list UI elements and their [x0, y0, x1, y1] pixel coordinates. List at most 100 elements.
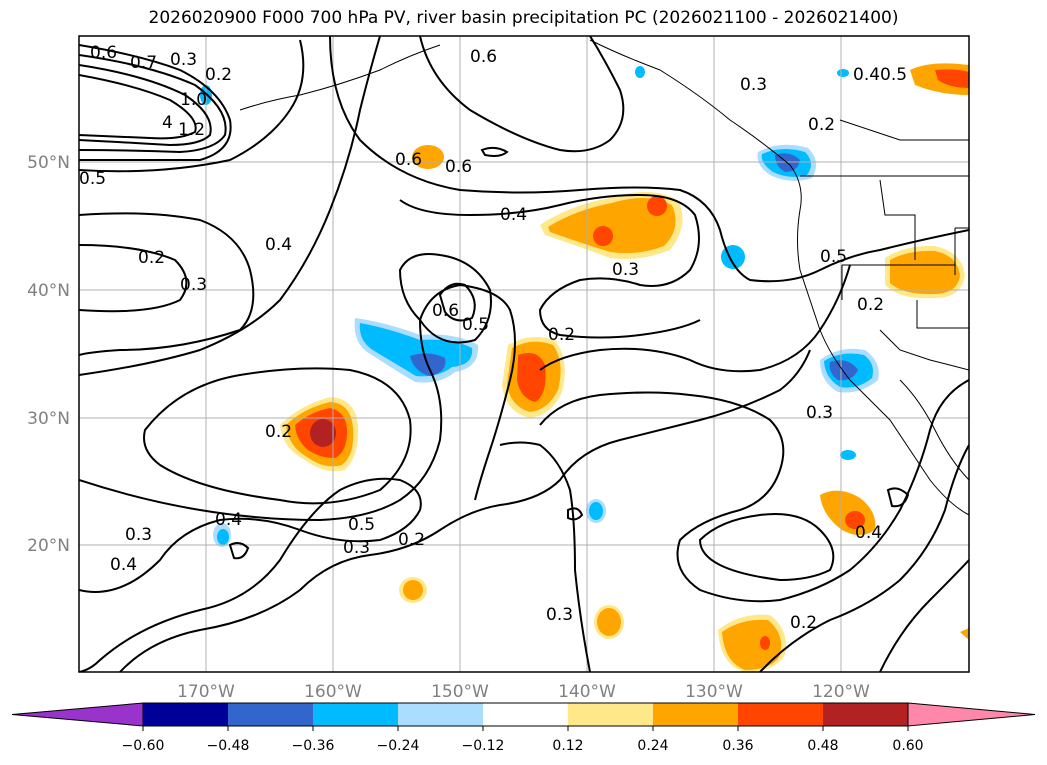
contour-label: 0.5 — [880, 65, 907, 85]
contour-label: 0.5 — [79, 169, 106, 189]
colorbar-segment — [823, 703, 908, 726]
contour-label: 0.3 — [180, 275, 207, 295]
fill-positive-5b — [890, 250, 960, 295]
colorbar — [11, 702, 1036, 731]
fill-negative-10 — [837, 69, 849, 77]
contour-label: 0.4 — [500, 205, 527, 225]
lon-label: 160°W — [304, 682, 362, 702]
fill-positive-4d — [310, 419, 336, 447]
colorbar-segment — [313, 703, 398, 726]
colorbar-segment — [653, 703, 738, 726]
colorbar-tick-label: 0.60 — [892, 738, 923, 754]
lon-axis: 170°W 160°W 150°W 140°W 130°W 120°W — [177, 682, 870, 702]
contour-label: 0.4 — [110, 555, 137, 575]
lon-label: 120°W — [812, 682, 870, 702]
lat-label: 30°N — [27, 409, 70, 429]
colorbar-tick-label: 0.36 — [722, 738, 753, 754]
contour-label: 0.5 — [348, 515, 375, 535]
colorbar-tick-label: −0.36 — [292, 738, 335, 754]
colorbar-segment — [228, 703, 313, 726]
fill-positive-3c — [517, 352, 546, 402]
contour-label: 0.2 — [265, 422, 292, 442]
contour-label: 0.5 — [462, 315, 489, 335]
fill-positive-1d — [647, 196, 667, 216]
lon-label: 150°W — [431, 682, 489, 702]
colorbar-extend-high — [907, 702, 1036, 727]
fill-positive-10 — [960, 628, 969, 640]
contour-label: 0.3 — [170, 50, 197, 70]
colorbar-tick-label: 0.48 — [807, 738, 838, 754]
contour-label: 0.2 — [808, 115, 835, 135]
lat-label: 20°N — [27, 536, 70, 556]
fill-negative-4c — [829, 360, 858, 381]
contour-label: 0.2 — [398, 530, 425, 550]
colorbar-segment — [738, 703, 823, 726]
fill-negative-9 — [635, 66, 645, 78]
contour-label: 0.3 — [612, 260, 639, 280]
fill-positive-1c — [593, 226, 613, 246]
fill-positive-8b — [597, 608, 621, 636]
fill-positive-6b — [845, 511, 865, 529]
contour-label: 1.2 — [178, 120, 205, 140]
colorbar-ticks: −0.60 −0.48 −0.36 −0.24 −0.12 0.12 0.24 0.36 0.4… — [122, 738, 924, 754]
plot-frame — [78, 35, 970, 673]
contour-label: 0.6 — [445, 157, 472, 177]
gridlines — [79, 36, 969, 672]
colorbar-tick-label: −0.60 — [122, 738, 165, 754]
contour-label: 1.0 — [180, 90, 207, 110]
contour-labels: 0.6 0.7 0.3 0.2 1.0 1.2 4 0.5 0.6 0.6 0.… — [79, 43, 907, 633]
lon-label: 140°W — [558, 682, 616, 702]
lat-axis: 50°N 40°N 30°N 20°N — [27, 153, 70, 556]
colorbar-segment — [568, 703, 653, 726]
fill-positive-9b — [403, 580, 423, 600]
fill-positive-2 — [412, 145, 444, 169]
contour-label: 0.4 — [853, 65, 880, 85]
contour-label: 4 — [162, 113, 173, 133]
pv-contours — [79, 36, 969, 672]
lat-label: 40°N — [27, 281, 70, 301]
plot-area: 0.6 0.7 0.3 0.2 1.0 1.2 4 0.5 0.6 0.6 0.… — [79, 36, 969, 672]
colorbar-tick-label: 0.12 — [552, 738, 583, 754]
contour-label: 0.6 — [470, 47, 497, 67]
colorbar-segment — [398, 703, 483, 726]
contour-label: 0.3 — [546, 605, 573, 625]
contour-label: 0.5 — [820, 247, 847, 267]
contour-label: 0.3 — [343, 538, 370, 558]
contour-label: 0.2 — [205, 65, 232, 85]
contour-label: 0.7 — [130, 53, 157, 73]
contour-label: 0.6 — [90, 43, 117, 63]
contour-label: 0.2 — [857, 295, 884, 315]
contour-label: 0.4 — [265, 235, 292, 255]
fill-ne-core — [935, 69, 969, 88]
contour-label: 0.3 — [125, 525, 152, 545]
colorbar-segment — [483, 703, 568, 726]
fill-negative-7 — [840, 450, 856, 460]
lon-label: 130°W — [685, 682, 743, 702]
contour-label: 0.3 — [740, 75, 767, 95]
contour-label: 0.2 — [790, 613, 817, 633]
map-title: 2026020900 F000 700 hPa PV, river basin … — [148, 8, 899, 28]
coastlines — [239, 39, 969, 516]
colorbar-frame — [142, 702, 909, 727]
lat-label: 50°N — [27, 153, 70, 173]
contour-label: 0.2 — [548, 325, 575, 345]
colorbar-extend-low — [11, 702, 144, 727]
fill-negative-3 — [721, 245, 745, 269]
contour-label: 0.4 — [215, 510, 242, 530]
fill-positive-1b — [548, 197, 676, 254]
contour-label: 0.6 — [432, 301, 459, 321]
precip-fills — [200, 63, 969, 672]
lon-label: 170°W — [177, 682, 235, 702]
fill-positive-7c — [760, 636, 770, 650]
contour-label: 0.6 — [395, 150, 422, 170]
contour-label: 0.4 — [855, 523, 882, 543]
fill-positive-7b — [722, 619, 782, 670]
colorbar-tick-label: 0.24 — [637, 738, 668, 754]
fill-negative-6b — [217, 529, 229, 545]
colorbar-tick-label: −0.48 — [207, 738, 250, 754]
colorbar-segment — [143, 703, 228, 726]
contour-label: 0.3 — [806, 403, 833, 423]
colorbar-tick-label: −0.12 — [462, 738, 505, 754]
fill-negative-5b — [589, 502, 603, 520]
